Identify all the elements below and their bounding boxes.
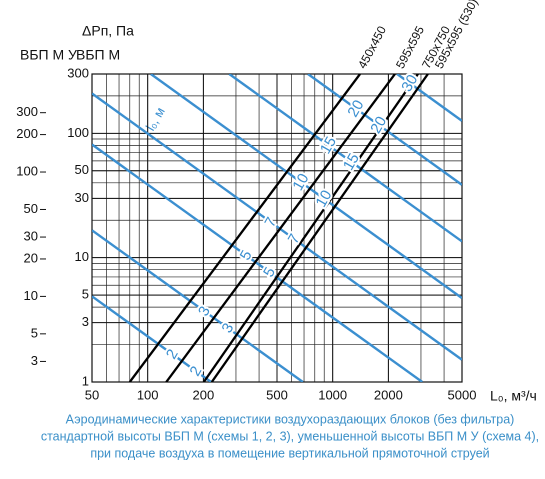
duct-label: 450x450 [355, 23, 389, 71]
x-tick-label: 200 [193, 387, 215, 402]
y2-tick-label: 30 [24, 228, 38, 243]
x-tick-label: 2000 [374, 387, 403, 402]
y-tick-label: 50 [75, 162, 89, 177]
y-tick-label: 5 [82, 287, 89, 302]
y2-tick-label: 200 [16, 126, 38, 141]
throw-value-label: 10 [313, 187, 336, 210]
plot-frame [91, 73, 463, 383]
y2-tick-label: 3 [31, 353, 38, 368]
y-tick-label: 3 [82, 314, 89, 329]
throw-value-label: 5 [260, 264, 279, 280]
throw-value-label: 3 [195, 303, 214, 319]
duct-curve [202, 74, 419, 382]
throw-line [92, 143, 423, 382]
throw-value-label: 2 [187, 363, 206, 379]
throw-line [228, 74, 462, 243]
y2-tick-label: 10 [24, 288, 38, 303]
throw-line [396, 74, 462, 122]
duct-curve [165, 74, 396, 382]
x-tick-label: 500 [266, 387, 288, 402]
y2-tick-label: 5 [31, 325, 38, 340]
throw-line [92, 295, 212, 382]
throw-line [92, 229, 304, 382]
throw-label: l₀, м [143, 104, 168, 133]
throw-line [150, 74, 462, 300]
series-group [92, 74, 462, 382]
y-tick-label: 1 [82, 373, 89, 388]
throw-value-label: 5 [237, 248, 256, 264]
y-axis-title: ΔPп, Па [82, 23, 134, 39]
x-tick-label: 100 [137, 387, 159, 402]
caption-line: Аэродинамические характеристики воздухор… [66, 412, 515, 426]
duct-curve [210, 74, 429, 382]
y-tick-label: 300 [67, 65, 89, 80]
caption-line: при подаче воздуха в помещение вертикаль… [90, 446, 489, 460]
y2-tick-label: 50 [24, 201, 38, 216]
duct-curve [128, 74, 361, 382]
y2-tick-label: 300 [16, 104, 38, 119]
y2-axis-name: ВБП М У [20, 47, 77, 63]
y-tick-label: 10 [75, 249, 89, 264]
x-tick-label: 50 [85, 387, 99, 402]
x-tick-label: 5000 [448, 387, 477, 402]
y2-tick-label: 100 [16, 163, 38, 178]
throw-value-label: 2 [163, 346, 182, 362]
x-tick-label: 1000 [318, 387, 347, 402]
y-tick-label: 100 [67, 125, 89, 140]
throw-value-label: 7 [285, 231, 304, 247]
y-tick-label: 30 [75, 190, 89, 205]
throw-line [307, 74, 462, 186]
x-axis-title: L₀, м³/ч [490, 388, 537, 404]
y-axis-name: ВБП М [76, 47, 120, 63]
throw-value-label: 7 [261, 214, 280, 230]
caption-line: стандартной высоты ВБП М (схемы 1, 2, 3)… [41, 429, 539, 443]
throw-line [92, 92, 462, 361]
y2-tick-label: 20 [24, 250, 38, 265]
